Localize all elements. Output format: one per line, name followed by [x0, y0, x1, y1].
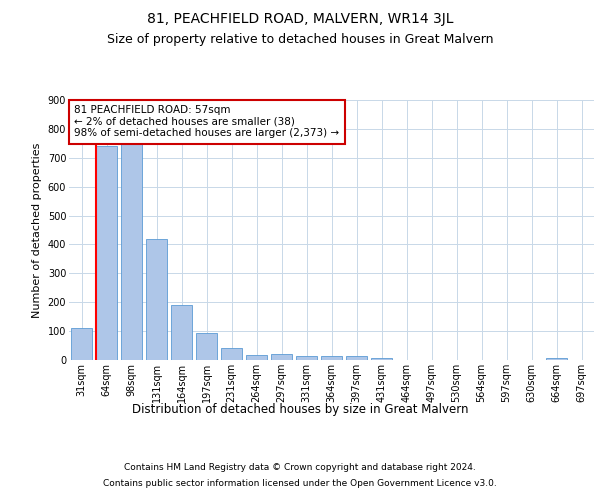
- Text: 81 PEACHFIELD ROAD: 57sqm
← 2% of detached houses are smaller (38)
98% of semi-d: 81 PEACHFIELD ROAD: 57sqm ← 2% of detach…: [74, 105, 340, 138]
- Text: Distribution of detached houses by size in Great Malvern: Distribution of detached houses by size …: [132, 402, 468, 415]
- Bar: [296, 356, 317, 360]
- Bar: [246, 355, 267, 360]
- Bar: [121, 144, 142, 360]
- Bar: [221, 348, 242, 360]
- Bar: [321, 356, 342, 360]
- Bar: [546, 358, 567, 360]
- Text: Contains public sector information licensed under the Open Government Licence v3: Contains public sector information licen…: [103, 479, 497, 488]
- Bar: [271, 354, 292, 360]
- Bar: [196, 332, 217, 360]
- Bar: [346, 356, 367, 360]
- Bar: [71, 328, 92, 360]
- Text: Contains HM Land Registry data © Crown copyright and database right 2024.: Contains HM Land Registry data © Crown c…: [124, 462, 476, 471]
- Text: 81, PEACHFIELD ROAD, MALVERN, WR14 3JL: 81, PEACHFIELD ROAD, MALVERN, WR14 3JL: [147, 12, 453, 26]
- Bar: [371, 358, 392, 360]
- Bar: [171, 305, 192, 360]
- Text: Size of property relative to detached houses in Great Malvern: Size of property relative to detached ho…: [107, 32, 493, 46]
- Bar: [96, 146, 117, 360]
- Y-axis label: Number of detached properties: Number of detached properties: [32, 142, 42, 318]
- Bar: [146, 238, 167, 360]
